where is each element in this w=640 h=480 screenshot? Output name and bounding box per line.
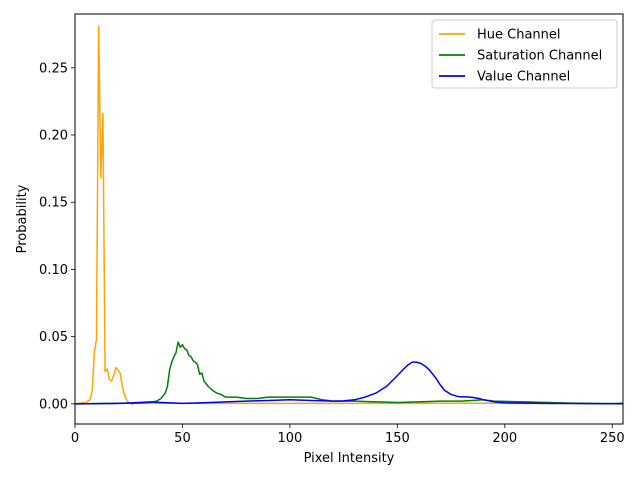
y-tick-label: 0.05 bbox=[39, 330, 68, 345]
y-axis-ticks: 0.00 0.05 0.10 0.15 0.20 0.25 bbox=[39, 61, 75, 412]
x-tick-label: 250 bbox=[600, 431, 625, 446]
legend-label: Value Channel bbox=[477, 70, 570, 85]
legend-box bbox=[431, 19, 618, 89]
plot-frame bbox=[74, 13, 624, 425]
y-tick-label: 0.00 bbox=[39, 397, 68, 412]
x-axis-ticks: 0 50 100 150 200 250 bbox=[71, 424, 625, 446]
x-tick-label: 150 bbox=[385, 431, 410, 446]
series-layer bbox=[74, 25, 624, 405]
legend-label: Hue Channel bbox=[477, 28, 561, 43]
y-tick-label: 0.10 bbox=[39, 263, 68, 278]
legend: Hue Channel Saturation Channel Value Chann… bbox=[431, 19, 618, 89]
legend-label: Saturation Channel bbox=[477, 49, 602, 64]
y-tick-label: 0.15 bbox=[39, 196, 68, 211]
x-tick-label: 50 bbox=[174, 431, 191, 446]
x-tick-label: 0 bbox=[71, 431, 79, 446]
x-tick-label: 100 bbox=[277, 431, 302, 446]
series-line-3 bbox=[74, 361, 624, 405]
y-tick-label: 0.25 bbox=[39, 61, 68, 76]
y-tick-label: 0.20 bbox=[39, 128, 68, 143]
legend-items: Hue Channel Saturation Channel Value Chann… bbox=[439, 28, 602, 85]
x-tick-label: 200 bbox=[492, 431, 517, 446]
x-axis-label: Pixel Intensity bbox=[304, 451, 395, 466]
series-line-2 bbox=[74, 341, 624, 405]
y-axis-label: Probability bbox=[15, 184, 30, 253]
